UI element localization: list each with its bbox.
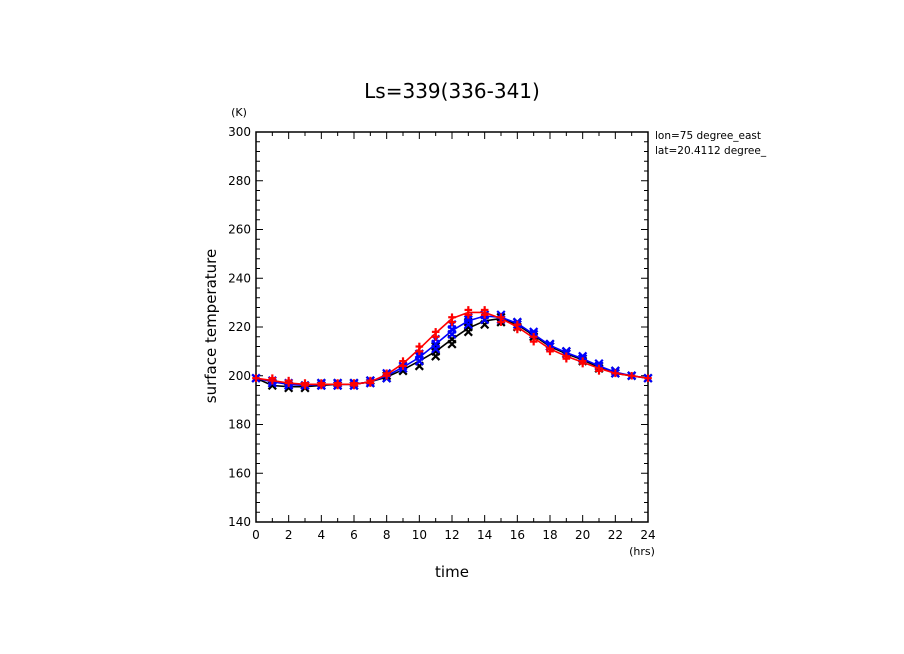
series-2-marker [301,379,309,387]
x-tick-label: 2 [285,528,293,542]
series-1-marker [561,346,571,356]
series-2-marker [546,345,554,353]
lon-annotation: lon=75 degree_east [655,130,761,142]
series-2-marker [627,371,636,380]
series-2-marker [350,379,358,387]
x-tick-label: 8 [383,528,391,542]
series-2-marker [529,332,538,341]
series-2-marker [366,376,375,385]
series-2-marker [595,364,603,373]
series-1-marker [414,351,424,361]
series-2-marker [415,342,424,351]
series-2-marker [382,369,391,378]
plot-frame [255,131,649,523]
series-2-marker [268,374,277,382]
series-2-marker [284,376,293,385]
x-tick-label: 0 [252,528,260,542]
y-unit-label: (K) [231,106,247,119]
series-1-marker [578,351,588,361]
series-2-marker [578,357,587,365]
series-1-marker [594,358,604,369]
series-2-marker [399,357,407,365]
y-tick-label: 240 [228,271,251,285]
x-tick-label: 14 [477,528,492,542]
series-0-marker [431,341,441,352]
plot-area: 0 2 4 6 8 10 12 14 16 18 20 22 241401601802002202402… [228,125,656,542]
series-2-marker [464,306,473,314]
y-tick-label: 220 [228,320,251,334]
series-2-marker [448,313,456,322]
y-tick-label: 160 [228,466,251,480]
y-tick-label: 180 [228,418,251,432]
series-2-marker [333,379,342,387]
x-tick-label: 22 [608,528,623,542]
lat-annotation: lat=20.4112 degree_ [655,145,767,157]
x-tick-label: 6 [350,528,358,542]
x-tick-label: 24 [640,528,655,542]
y-tick-label: 200 [228,369,251,383]
series-2-marker [317,379,326,387]
chart-title: Ls=339(336-341) [364,79,540,103]
x-tick-label: 16 [510,528,525,542]
series-2-marker [252,374,260,382]
x-tick-label: 20 [575,528,590,542]
series-2-marker [497,313,505,322]
series-1-marker [529,327,539,337]
y-axis-title: surface temperature [202,249,220,404]
x-tick-label: 10 [412,528,427,542]
series-1-line [255,315,649,387]
x-tick-label: 12 [444,528,459,542]
series-2-marker [644,374,652,382]
x-axis-title: time [435,563,469,581]
series-2-marker [513,320,522,329]
y-tick-label: 260 [228,223,251,237]
series-1-marker [463,315,473,325]
y-tick-label: 300 [228,125,251,139]
series-2-marker [480,306,489,314]
y-tick-label: 280 [228,174,251,188]
x-tick-label: 18 [542,528,557,542]
series-2-marker [562,352,571,361]
series-2-marker [611,369,620,378]
series-2-marker [431,328,440,336]
x-unit-label: (hrs) [629,545,655,558]
y-tick-label: 140 [228,515,251,529]
x-tick-label: 4 [318,528,326,542]
